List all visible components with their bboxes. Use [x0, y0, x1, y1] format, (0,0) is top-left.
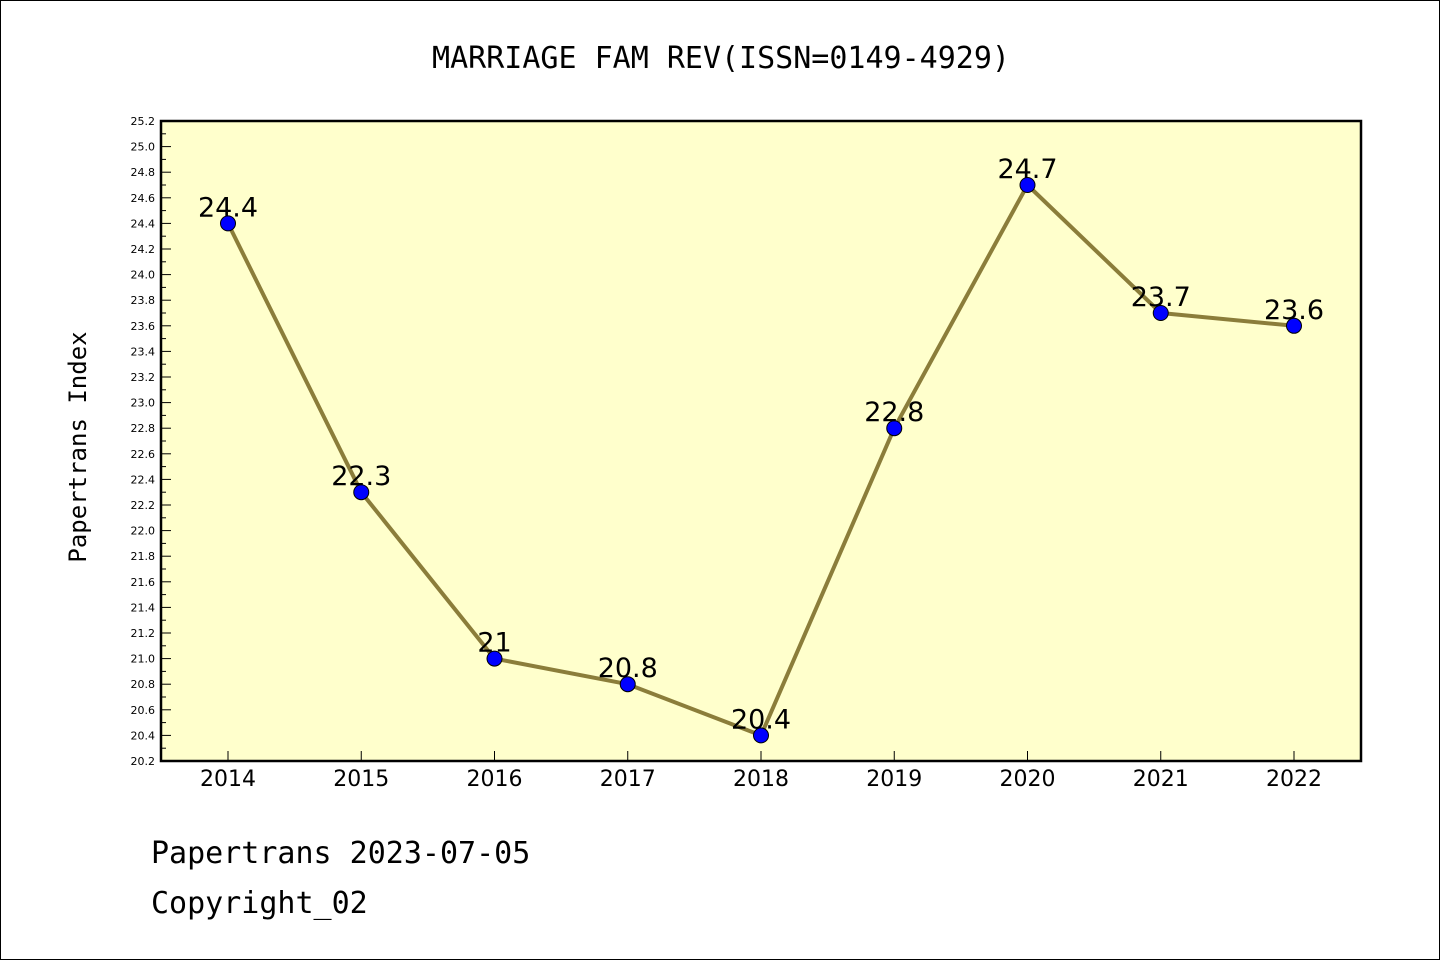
x-tick-label: 2015 — [333, 767, 389, 792]
plot-area — [161, 121, 1361, 761]
x-tick-label: 2019 — [866, 767, 922, 792]
data-label: 23.6 — [1264, 295, 1324, 326]
y-tick-label: 22.6 — [131, 448, 156, 461]
data-point — [886, 420, 903, 437]
y-tick-label: 21.2 — [131, 627, 156, 640]
y-tick-label: 20.2 — [131, 755, 156, 768]
data-point — [1152, 305, 1169, 321]
data-point — [1019, 177, 1036, 193]
y-tick-label: 22.0 — [131, 525, 156, 538]
x-tick-label: 2021 — [1133, 767, 1189, 792]
data-point — [220, 215, 236, 232]
y-axis-label: Papertrans Index — [64, 331, 92, 562]
y-tick-label: 22.4 — [131, 473, 156, 486]
data-label: 22.3 — [331, 461, 391, 492]
x-tick-label: 2016 — [467, 767, 523, 792]
data-point — [753, 727, 769, 744]
y-tick-label: 25.0 — [131, 141, 156, 154]
y-tick-label: 22.8 — [131, 422, 156, 435]
x-tick-label: 2022 — [1266, 767, 1322, 792]
y-tick-label: 20.8 — [131, 678, 156, 691]
data-label: 20.4 — [731, 704, 791, 735]
y-tick-label: 22.2 — [131, 499, 156, 512]
y-tick-label: 24.4 — [131, 217, 156, 230]
data-point — [619, 676, 636, 693]
footer-date: Papertrans 2023-07-05 — [151, 836, 531, 871]
y-tick-label: 23.6 — [131, 320, 156, 333]
footer-copyright: Copyright_02 — [151, 886, 368, 921]
y-tick-label: 23.2 — [131, 371, 156, 384]
chart-title: MARRIAGE FAM REV(ISSN=0149-4929) — [432, 41, 1010, 76]
y-tick-label: 25.2 — [131, 115, 156, 128]
y-tick-label: 20.6 — [131, 704, 156, 717]
y-tick-label: 23.0 — [131, 397, 156, 410]
data-label: 24.4 — [198, 192, 258, 223]
y-tick-label: 24.0 — [131, 269, 156, 282]
series-line-group: 24.4 22.3 21 20.8 20.4 22.8 24.7 23.7 23.6 — [198, 154, 1324, 744]
y-tick-label: 21.8 — [131, 550, 156, 563]
x-axis-ticks: 2014 2015 2016 2017 2018 2019 2020 2021 2022 — [200, 751, 1322, 792]
x-tick-label: 2017 — [600, 767, 656, 792]
y-tick-label: 23.8 — [131, 294, 156, 307]
x-tick-label: 2014 — [200, 767, 256, 792]
data-label: 24.7 — [997, 154, 1057, 185]
plot-border — [159, 119, 1363, 763]
y-tick-label: 23.4 — [131, 345, 156, 358]
y-tick-label: 20.4 — [131, 729, 156, 742]
data-point — [353, 484, 370, 501]
data-point — [486, 650, 503, 667]
data-point — [1286, 317, 1302, 334]
y-tick-label: 21.6 — [131, 576, 156, 589]
y-tick-label: 24.2 — [131, 243, 156, 256]
y-axis-ticks: 20.2 20.4 20.6 20.8 21.0 21.2 21.4 21.6 21.8 22.0… — [131, 115, 171, 768]
x-tick-label: 2020 — [1000, 767, 1056, 792]
y-tick-label: 21.4 — [131, 601, 156, 614]
y-tick-label: 24.8 — [131, 166, 156, 179]
y-tick-label: 24.6 — [131, 192, 156, 205]
data-label: 21 — [477, 628, 511, 659]
data-label: 23.7 — [1131, 282, 1191, 313]
data-label: 22.8 — [864, 397, 924, 428]
data-label: 20.8 — [598, 653, 658, 684]
y-tick-label: 21.0 — [131, 653, 156, 666]
x-tick-label: 2018 — [733, 767, 789, 792]
